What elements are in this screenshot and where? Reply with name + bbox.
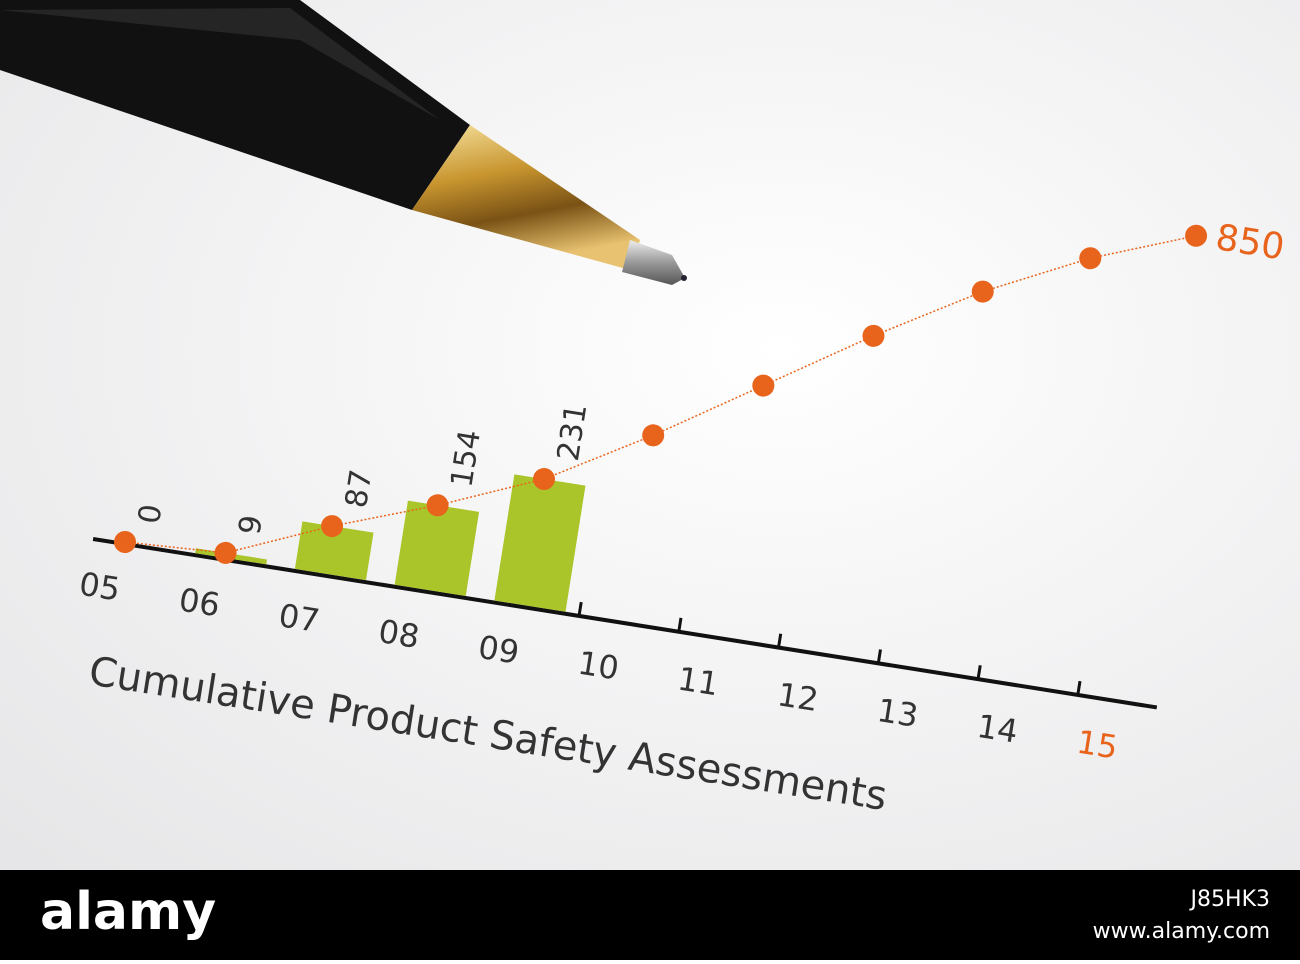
x-tick <box>777 633 783 648</box>
line-marker <box>971 280 994 303</box>
line-marker <box>1185 224 1208 247</box>
pen <box>0 0 687 285</box>
x-tick-label: 14 <box>974 707 1020 751</box>
watermark-url: www.alamy.com <box>1093 919 1270 944</box>
x-tick-label: 13 <box>875 691 921 735</box>
x-tick-label: 05 <box>77 565 123 609</box>
x-tick-label: 08 <box>376 612 422 656</box>
x-tick-label: 12 <box>775 675 821 719</box>
watermark-id: J85HK3 <box>1189 887 1270 912</box>
x-tick-label: 11 <box>675 659 721 703</box>
bar <box>394 500 480 596</box>
x-tick-label: 06 <box>176 580 222 624</box>
line-marker <box>752 374 775 397</box>
x-tick <box>677 617 683 632</box>
x-tick <box>976 665 982 680</box>
x-tick-label: 09 <box>476 628 522 672</box>
line-marker <box>321 515 344 538</box>
x-tick <box>1076 680 1082 696</box>
line-marker <box>642 424 665 447</box>
line-marker <box>426 494 449 517</box>
x-tick-label: 07 <box>276 596 322 640</box>
bar <box>294 521 374 581</box>
line-marker <box>862 324 885 347</box>
watermark-strip <box>0 870 1300 960</box>
line-marker <box>214 541 237 564</box>
x-tick-label: 15 <box>1074 723 1120 767</box>
line-marker <box>1079 247 1102 270</box>
x-tick <box>876 649 882 664</box>
x-tick-label: 10 <box>575 644 621 688</box>
bar <box>494 474 586 612</box>
watermark-brand: alamy <box>40 882 216 942</box>
line-marker <box>533 468 556 491</box>
bar-value-label: 87 <box>339 467 380 510</box>
x-tick <box>577 601 583 617</box>
line-marker <box>114 531 136 553</box>
